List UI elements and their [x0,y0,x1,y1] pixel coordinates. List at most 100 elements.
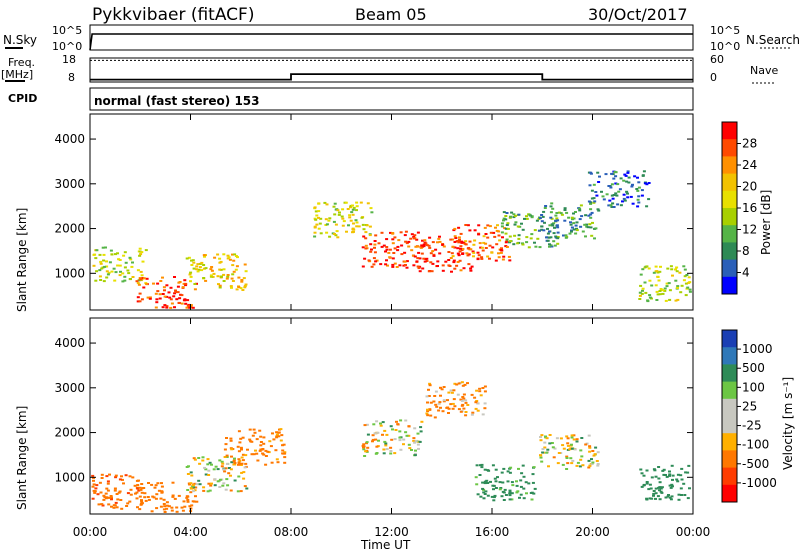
heatmap-cell [222,268,226,271]
heatmap-cell [169,306,173,309]
heatmap-cell [237,276,241,279]
heatmap-cell [368,225,372,228]
heatmap-cell [405,242,409,245]
colorbar-label: 28 [742,137,757,151]
freq-bottom-tick: 8 [68,71,75,84]
heatmap-cell [572,228,576,231]
heatmap-cell [419,430,423,433]
heatmap-cell [581,464,585,467]
heatmap-cell [212,468,216,471]
y-tick-label: 1000 [54,266,85,280]
heatmap-cell [346,208,350,210]
heatmap-cell [432,253,436,256]
heatmap-cell [225,454,229,457]
colorbar-segment [722,225,737,243]
heatmap-cell [574,232,578,235]
heatmap-cell [563,207,567,210]
heatmap-cell [550,217,554,220]
heatmap-cell [351,213,355,216]
heatmap-cell [172,295,176,298]
heatmap-cell [617,190,621,193]
heatmap-cell [237,430,241,433]
power-heatmap-cells [92,170,692,309]
heatmap-cell [669,486,673,489]
heatmap-cell [636,189,640,192]
heatmap-cell [447,407,451,410]
heatmap-cell [502,255,506,258]
heatmap-cell [661,292,665,295]
heatmap-cell [522,475,526,478]
heatmap-cell [391,263,395,266]
heatmap-cell [337,213,341,216]
freq-top-tick: 18 [62,53,76,66]
heatmap-cell [480,257,484,260]
heatmap-cell [129,488,133,491]
heatmap-cell [174,289,177,292]
heatmap-cell [128,500,132,503]
heatmap-cell [210,269,214,272]
heatmap-cell [548,442,552,445]
heatmap-cell [625,190,629,193]
heatmap-cell [578,207,582,210]
heatmap-cell [125,505,129,507]
heatmap-cell [587,200,591,203]
heatmap-cell [98,269,102,272]
heatmap-cell [204,267,208,270]
heatmap-cell [616,183,620,186]
heatmap-cell [486,494,490,497]
heatmap-cell [145,283,149,285]
heatmap-cell [161,306,165,309]
heatmap-cell [506,480,510,483]
colorbar-segment [722,122,737,140]
heatmap-cell [661,469,665,472]
heatmap-cell [579,449,583,452]
heatmap-cell [189,486,193,489]
heatmap-cell [279,439,283,442]
heatmap-cell [517,213,521,216]
heatmap-cell [100,503,104,506]
heatmap-cell [206,490,210,493]
heatmap-cell [416,265,420,268]
heatmap-cell [682,279,686,282]
heatmap-cell [565,211,569,214]
heatmap-cell [238,459,242,462]
heatmap-cell [674,299,678,302]
heatmap-cell [645,481,649,483]
heatmap-cell [424,242,428,245]
heatmap-cell [266,450,270,453]
heatmap-cell [194,486,198,489]
heatmap-cell [540,214,544,216]
heatmap-cell [554,235,558,238]
heatmap-cell [237,463,240,466]
x-tick-label: 00:00 [676,525,711,539]
heatmap-cell [189,280,192,283]
heatmap-cell [592,197,596,200]
heatmap-cell [165,501,169,504]
heatmap-cell [654,492,658,495]
heatmap-cell [545,437,549,440]
heatmap-cell [232,259,236,262]
heatmap-cell [225,463,229,465]
heatmap-cell [200,261,204,264]
heatmap-cell [665,285,669,288]
heatmap-cell [384,442,388,445]
heatmap-cell [519,479,523,482]
heatmap-cell [479,394,483,397]
heatmap-cell [352,222,355,225]
heatmap-cell [551,207,555,210]
heatmap-cell [91,474,95,477]
heatmap-cell [176,291,180,294]
heatmap-cell [513,223,517,226]
heatmap-cell [648,279,652,282]
heatmap-cell [92,264,96,267]
heatmap-cell [99,491,103,494]
heatmap-cell [229,474,232,477]
heatmap-cell [362,443,366,446]
heatmap-cell [436,265,439,267]
heatmap-cell [462,241,466,244]
heatmap-cell [135,280,139,283]
heatmap-cell [454,237,458,239]
heatmap-cell [119,499,123,501]
heatmap-cell [151,495,155,498]
heatmap-cell [169,298,173,301]
